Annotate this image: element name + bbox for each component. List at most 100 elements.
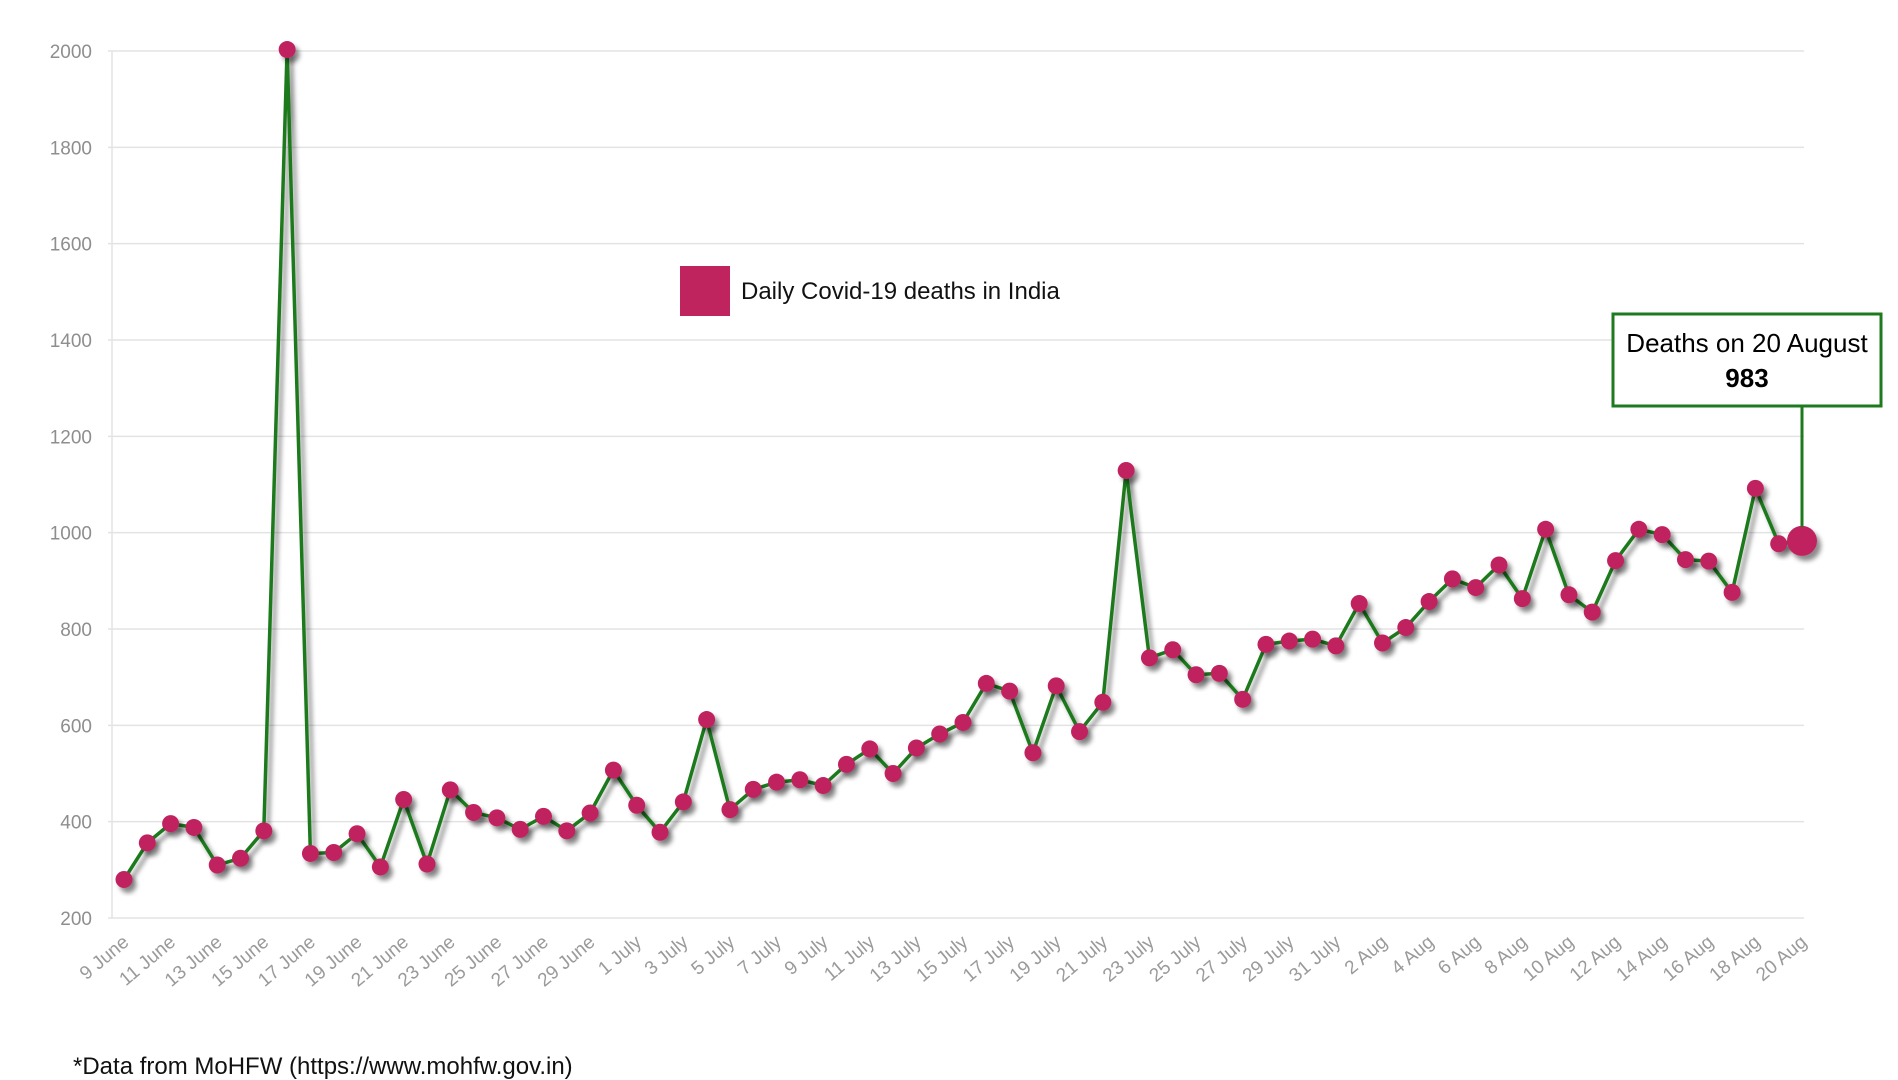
callout-box: Deaths on 20 August 983 — [1611, 312, 1883, 527]
x-tick-label: 17 July — [959, 931, 1019, 986]
x-tick-label: 1 July — [594, 931, 646, 979]
y-tick-label: 1600 — [50, 235, 92, 256]
data-point — [1164, 641, 1182, 659]
legend-swatch — [680, 266, 730, 316]
footnote: *Data from MoHFW (https://www.mohfw.gov.… — [73, 1053, 573, 1080]
x-tick-label: 19 July — [1006, 931, 1066, 986]
data-point — [698, 711, 716, 729]
x-tick-label: 10 Aug — [1519, 932, 1578, 986]
data-point — [488, 809, 506, 827]
data-point — [1350, 594, 1368, 612]
data-point — [628, 796, 646, 814]
data-point — [768, 773, 786, 791]
data-point — [1583, 603, 1601, 621]
x-tick-label: 25 July — [1146, 931, 1206, 986]
data-point — [907, 739, 925, 757]
data-point — [1280, 632, 1298, 650]
data-point — [371, 858, 389, 876]
data-point — [558, 822, 576, 840]
data-point — [395, 791, 413, 809]
data-point — [1443, 570, 1461, 588]
y-tick-label: 400 — [60, 813, 92, 834]
data-point — [931, 725, 949, 743]
data-point — [1770, 535, 1788, 553]
data-point — [1327, 637, 1345, 655]
x-tick-label: 15 July — [913, 931, 973, 986]
data-point — [814, 777, 832, 795]
x-tick-label: 6 Aug — [1434, 932, 1485, 979]
x-tick-label: 3 July — [641, 931, 693, 979]
callout-value: 983 — [1725, 363, 1768, 393]
y-tick-label: 200 — [60, 909, 92, 930]
legend-label: Daily Covid-19 deaths in India — [741, 278, 1060, 305]
series-line — [122, 47, 1803, 881]
data-point — [1210, 664, 1228, 682]
y-tick-label: 1200 — [50, 427, 92, 448]
x-tick-label: 2 Aug — [1341, 932, 1392, 979]
y-tick-label: 800 — [60, 620, 92, 641]
data-point — [1024, 744, 1042, 762]
x-tick-label: 4 Aug — [1388, 932, 1439, 979]
data-point — [232, 849, 250, 867]
x-tick-label: 16 Aug — [1659, 932, 1718, 986]
y-tick-label: 1400 — [50, 331, 92, 352]
data-point — [1676, 551, 1694, 569]
data-point — [138, 834, 156, 852]
data-point — [954, 713, 972, 731]
data-point — [1304, 630, 1322, 648]
data-point — [1001, 682, 1019, 700]
grid-lines — [108, 50, 1804, 919]
series-daily-deaths — [115, 41, 1817, 888]
x-tick-label: 21 July — [1052, 931, 1112, 986]
data-point — [208, 856, 226, 874]
x-tick-label: 29 July — [1239, 931, 1299, 986]
data-point — [674, 793, 692, 811]
data-point — [1117, 462, 1135, 480]
x-tick-label: 11 July — [820, 931, 879, 985]
x-tick-label: 31 July — [1285, 931, 1345, 986]
data-point — [791, 771, 809, 789]
y-tick-label: 1800 — [50, 138, 92, 159]
y-tick-label: 1000 — [50, 524, 92, 545]
data-point — [418, 855, 436, 873]
data-point — [301, 844, 319, 862]
x-tick-label: 18 Aug — [1706, 932, 1765, 986]
data-point — [1047, 677, 1065, 695]
data-point — [1490, 556, 1508, 574]
data-point — [1513, 590, 1531, 608]
data-point — [162, 815, 180, 833]
data-point — [1700, 552, 1718, 570]
data-point — [1234, 690, 1252, 708]
data-point — [1560, 586, 1578, 604]
data-point — [441, 781, 459, 799]
data-point — [465, 804, 483, 822]
x-tick-label: 14 Aug — [1613, 932, 1672, 986]
data-point — [325, 843, 343, 861]
data-point — [1653, 526, 1671, 544]
data-point — [185, 818, 203, 836]
data-point — [1723, 583, 1741, 601]
data-point — [1257, 635, 1275, 653]
y-axis: 200 400 600 800 1000 1200 1400 1600 1800 2000 — [50, 42, 92, 930]
data-point — [535, 807, 552, 825]
data-point — [977, 674, 995, 692]
data-point — [744, 780, 762, 798]
data-point — [884, 765, 902, 782]
data-point — [278, 41, 296, 59]
data-point — [255, 822, 273, 840]
data-point — [581, 804, 599, 822]
data-point — [1420, 593, 1438, 611]
data-point — [1746, 479, 1764, 497]
data-point — [115, 870, 133, 888]
x-tick-label: 20 Aug — [1752, 932, 1811, 986]
data-point — [604, 761, 622, 779]
data-point — [348, 825, 366, 843]
x-tick-label: 5 July — [688, 931, 740, 979]
x-tick-label: 23 July — [1099, 931, 1159, 986]
data-point-latest — [1787, 525, 1817, 556]
callout-title: Deaths on 20 August — [1626, 328, 1868, 358]
data-point — [1607, 552, 1625, 570]
data-point — [1397, 619, 1415, 637]
y-tick-label: 600 — [60, 716, 92, 737]
